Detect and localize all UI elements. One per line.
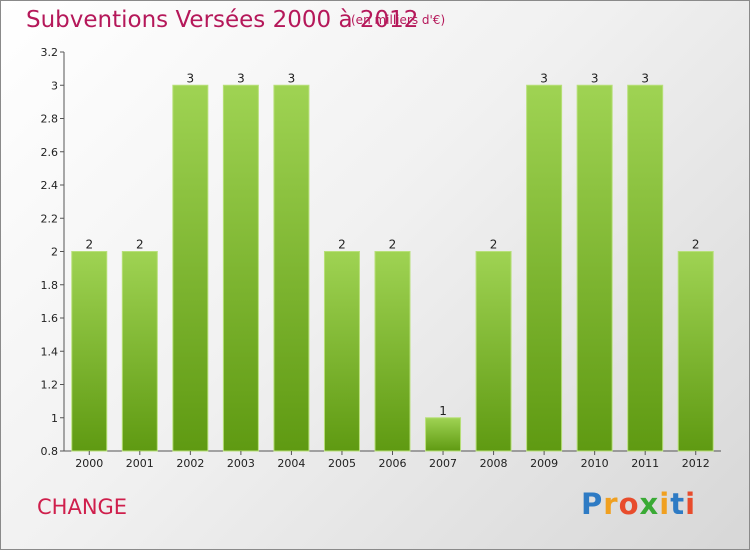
commune-name: CHANGE xyxy=(37,495,128,519)
x-tick-label: 2011 xyxy=(631,457,659,470)
x-tick-label: 2007 xyxy=(429,457,457,470)
bar xyxy=(172,84,209,452)
x-tick-label: 2000 xyxy=(75,457,103,470)
bar xyxy=(222,84,259,452)
logo-letter: i xyxy=(685,487,697,521)
proxiti-logo[interactable]: Proxiti xyxy=(581,487,696,521)
bar xyxy=(425,417,462,452)
x-tick-label: 2003 xyxy=(227,457,255,470)
y-tick-label: 0.8 xyxy=(41,445,59,458)
logo-letter: r xyxy=(603,487,619,521)
bar xyxy=(71,251,108,452)
bar-value-label: 3 xyxy=(237,71,245,85)
chart-title: Subventions Versées 2000 à 2012 xyxy=(26,7,419,33)
bar xyxy=(475,251,512,452)
bar xyxy=(576,84,613,452)
bar-value-label: 3 xyxy=(641,71,649,85)
y-tick-label: 2.2 xyxy=(41,212,59,225)
y-tick-label: 2.8 xyxy=(41,113,59,126)
y-tick-label: 2 xyxy=(51,246,58,259)
bar xyxy=(627,84,664,452)
x-tick-label: 2006 xyxy=(379,457,407,470)
bar xyxy=(273,84,310,452)
logo-letter: x xyxy=(639,487,660,521)
y-tick-label: 2.4 xyxy=(41,179,59,192)
logo-letter: o xyxy=(618,487,640,521)
x-tick-label: 2009 xyxy=(530,457,558,470)
bar xyxy=(526,84,563,452)
bar-value-label: 3 xyxy=(187,71,195,85)
x-tick-label: 2008 xyxy=(480,457,508,470)
y-tick-label: 1 xyxy=(51,412,58,425)
logo-letter: P xyxy=(581,487,604,521)
y-tick-label: 1.8 xyxy=(41,279,59,292)
unit-note: (en milliers d'€) xyxy=(351,13,446,27)
bar-value-label: 3 xyxy=(288,71,296,85)
logo-letter: i xyxy=(659,487,671,521)
y-tick-label: 1.4 xyxy=(41,345,59,358)
bar xyxy=(121,251,158,452)
bar-value-label: 2 xyxy=(338,238,346,252)
y-tick-label: 3.2 xyxy=(41,46,59,59)
bar xyxy=(323,251,360,452)
logo-letter: t xyxy=(670,487,686,521)
y-tick-label: 2.6 xyxy=(41,146,59,159)
bar-value-label: 2 xyxy=(389,238,397,252)
bar xyxy=(677,251,714,452)
bar-value-label: 2 xyxy=(85,238,93,252)
bar-value-label: 3 xyxy=(591,71,599,85)
bar-value-label: 1 xyxy=(439,404,447,418)
x-tick-label: 2012 xyxy=(682,457,710,470)
y-tick-label: 3 xyxy=(51,79,58,92)
bar-value-label: 2 xyxy=(692,238,700,252)
y-tick-label: 1.2 xyxy=(41,379,59,392)
x-tick-label: 2004 xyxy=(277,457,305,470)
x-tick-label: 2002 xyxy=(176,457,204,470)
bar-value-label: 2 xyxy=(490,238,498,252)
bar-value-label: 3 xyxy=(540,71,548,85)
bar xyxy=(374,251,411,452)
x-tick-label: 2001 xyxy=(126,457,154,470)
x-tick-label: 2010 xyxy=(581,457,609,470)
bar-value-label: 2 xyxy=(136,238,144,252)
y-tick-label: 1.6 xyxy=(41,312,59,325)
x-tick-label: 2005 xyxy=(328,457,356,470)
